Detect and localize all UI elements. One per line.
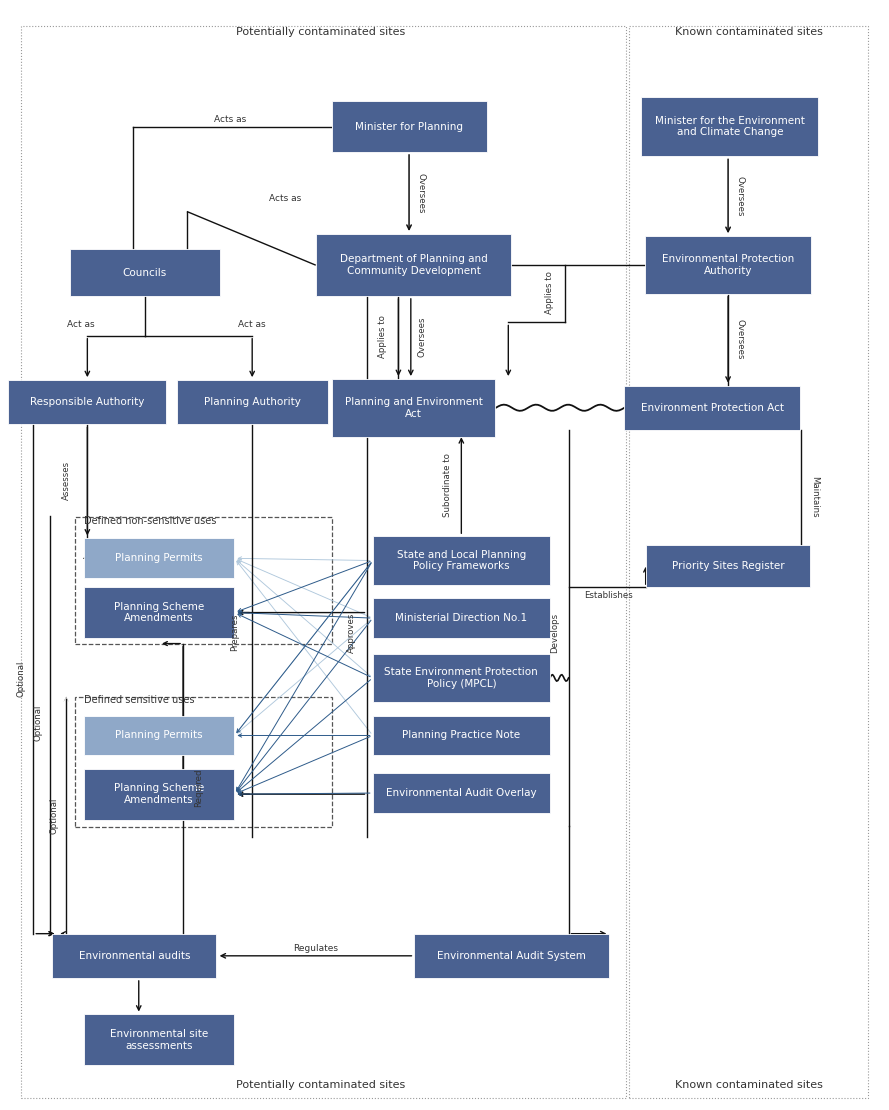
FancyBboxPatch shape <box>372 536 550 585</box>
Text: Regulates: Regulates <box>293 944 339 952</box>
Text: Establishes: Establishes <box>584 592 633 601</box>
Text: Defined sensitive uses: Defined sensitive uses <box>84 695 195 705</box>
FancyBboxPatch shape <box>84 587 235 638</box>
Text: Maintains: Maintains <box>811 475 820 517</box>
FancyBboxPatch shape <box>624 385 800 430</box>
Text: Potentially contaminated sites: Potentially contaminated sites <box>236 28 405 38</box>
Text: Act as: Act as <box>68 320 95 330</box>
Text: Planning Scheme
Amendments: Planning Scheme Amendments <box>114 602 204 624</box>
Text: Acts as: Acts as <box>214 115 246 124</box>
Text: Defined non-sensitive uses: Defined non-sensitive uses <box>84 516 216 526</box>
Text: Environmental Audit Overlay: Environmental Audit Overlay <box>386 788 537 798</box>
FancyBboxPatch shape <box>84 538 235 578</box>
Text: Planning Permits: Planning Permits <box>116 553 203 563</box>
Text: Ministerial Direction No.1: Ministerial Direction No.1 <box>396 613 527 623</box>
Text: Applies to: Applies to <box>378 315 387 359</box>
Text: Potentially contaminated sites: Potentially contaminated sites <box>236 1080 405 1090</box>
FancyBboxPatch shape <box>372 654 550 703</box>
Text: Planning Authority: Planning Authority <box>204 397 300 407</box>
Text: Assesses: Assesses <box>61 462 70 501</box>
Text: Approves: Approves <box>347 613 356 653</box>
Text: Oversees: Oversees <box>417 173 426 213</box>
FancyBboxPatch shape <box>332 101 486 152</box>
Text: Prepares: Prepares <box>230 614 239 652</box>
FancyBboxPatch shape <box>414 934 609 978</box>
Text: Planning Practice Note: Planning Practice Note <box>403 730 520 740</box>
Text: Optional: Optional <box>33 705 42 741</box>
Text: Known contaminated sites: Known contaminated sites <box>675 1080 822 1090</box>
Text: Applies to: Applies to <box>545 271 554 314</box>
FancyBboxPatch shape <box>372 598 550 638</box>
Text: State and Local Planning
Policy Frameworks: State and Local Planning Policy Framewor… <box>396 549 526 572</box>
FancyBboxPatch shape <box>84 769 235 819</box>
Text: Environmental Audit System: Environmental Audit System <box>437 951 586 961</box>
Text: Planning and Environment
Act: Planning and Environment Act <box>345 397 483 418</box>
FancyBboxPatch shape <box>646 545 810 587</box>
FancyBboxPatch shape <box>372 774 550 813</box>
Text: Planning Permits: Planning Permits <box>116 730 203 740</box>
FancyBboxPatch shape <box>372 716 550 756</box>
Text: Environmental audits: Environmental audits <box>78 951 190 961</box>
FancyBboxPatch shape <box>641 97 819 157</box>
FancyBboxPatch shape <box>316 234 511 296</box>
Text: Develops: Develops <box>550 613 559 653</box>
FancyBboxPatch shape <box>332 379 495 436</box>
Text: Known contaminated sites: Known contaminated sites <box>675 28 822 38</box>
Text: Act as: Act as <box>238 320 266 330</box>
FancyBboxPatch shape <box>9 380 166 424</box>
Text: Priority Sites Register: Priority Sites Register <box>672 561 784 571</box>
Text: Planning Scheme
Amendments: Planning Scheme Amendments <box>114 784 204 805</box>
Text: Minister for the Environment
and Climate Change: Minister for the Environment and Climate… <box>655 115 805 138</box>
Text: Required: Required <box>194 768 203 807</box>
Text: Minister for Planning: Minister for Planning <box>355 121 463 131</box>
Text: Optional: Optional <box>16 660 26 697</box>
Text: Oversees: Oversees <box>736 319 745 360</box>
Text: Oversees: Oversees <box>418 316 427 357</box>
Text: State Environment Protection
Policy (MPCL): State Environment Protection Policy (MPC… <box>384 667 538 688</box>
Text: Optional: Optional <box>49 798 58 835</box>
Text: Department of Planning and
Community Development: Department of Planning and Community Dev… <box>340 254 487 275</box>
Text: Oversees: Oversees <box>736 176 745 216</box>
Text: Environmental Protection
Authority: Environmental Protection Authority <box>662 254 794 275</box>
FancyBboxPatch shape <box>69 250 220 296</box>
Text: Responsible Authority: Responsible Authority <box>30 397 145 407</box>
Text: Environment Protection Act: Environment Protection Act <box>641 403 783 413</box>
Text: Acts as: Acts as <box>268 194 301 203</box>
Text: Councils: Councils <box>123 268 167 278</box>
Text: Subordinate to: Subordinate to <box>443 453 452 517</box>
FancyBboxPatch shape <box>84 716 235 756</box>
FancyBboxPatch shape <box>84 1015 235 1066</box>
FancyBboxPatch shape <box>177 380 327 424</box>
Text: Environmental site
assessments: Environmental site assessments <box>110 1029 208 1051</box>
FancyBboxPatch shape <box>52 934 216 978</box>
FancyBboxPatch shape <box>645 236 812 294</box>
